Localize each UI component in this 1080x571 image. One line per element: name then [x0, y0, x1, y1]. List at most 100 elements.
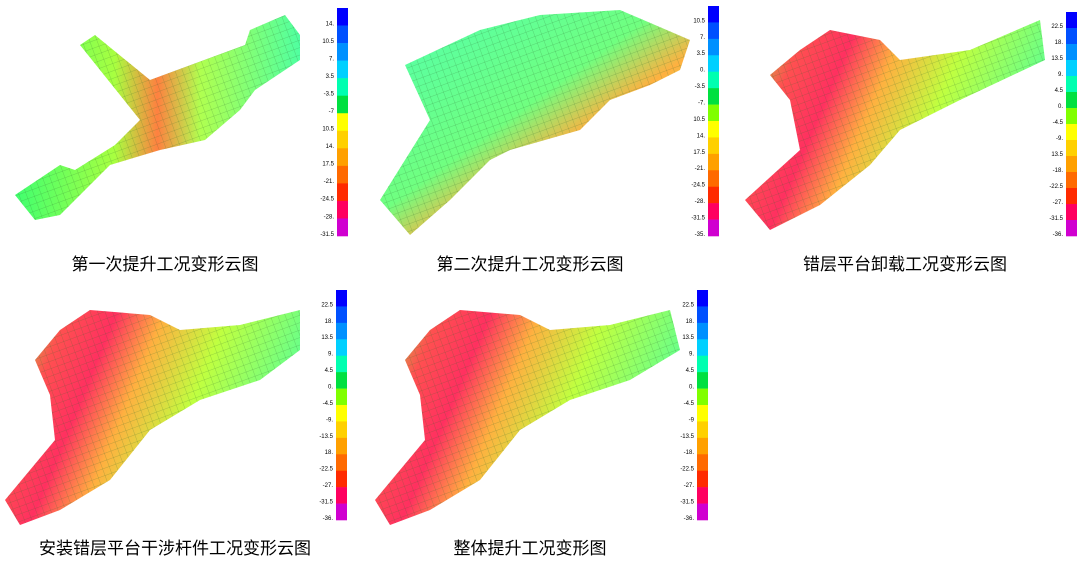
legend-label: 7.	[329, 56, 334, 62]
legend-swatch	[708, 88, 719, 105]
legend-swatch	[708, 203, 719, 220]
caption: 第一次提升工况变形云图	[72, 255, 259, 275]
legend-swatch	[336, 487, 347, 504]
deformation-panel	[745, 20, 1045, 230]
caption: 整体提升工况变形图	[454, 539, 607, 559]
legend-label: -9.	[326, 417, 333, 423]
legend-swatch	[1066, 220, 1077, 237]
legend-swatch	[1066, 28, 1077, 45]
legend-label: -24.5	[691, 183, 705, 189]
legend-swatch	[337, 148, 348, 167]
legend-swatch	[708, 55, 719, 73]
model-mesh	[15, 15, 300, 220]
legend-swatch	[337, 25, 348, 44]
legend-label: -27.	[323, 483, 334, 489]
legend-swatch	[336, 372, 347, 389]
legend-swatch	[697, 503, 708, 521]
deformation-panel	[380, 10, 690, 235]
legend-label: 17.5	[693, 150, 705, 156]
caption: 错层平台卸载工况变形云图	[803, 255, 1007, 275]
legend-label: 3.5	[326, 74, 335, 80]
legend-swatch	[336, 437, 347, 455]
legend-label: -3.5	[695, 84, 706, 90]
legend-swatch	[337, 200, 348, 219]
legend-swatch	[708, 170, 719, 188]
legend-label: 4.5	[325, 368, 334, 374]
legend-label: -24.5	[320, 197, 334, 203]
legend-label: -21.	[324, 179, 335, 185]
legend-swatch	[1066, 12, 1077, 29]
legend-label: 10.5	[322, 39, 334, 45]
legend-label: 14.	[326, 144, 335, 150]
legend-label: -9.	[1056, 136, 1063, 142]
legend-swatch	[708, 104, 719, 122]
legend-swatch	[708, 153, 719, 171]
model-mesh	[5, 310, 300, 525]
legend-swatch	[336, 470, 347, 488]
legend-label: 18.	[686, 319, 695, 325]
legend-swatch	[336, 339, 347, 357]
legend-swatch	[1066, 172, 1077, 189]
legend-label: -36.	[684, 516, 695, 522]
legend-swatch	[708, 38, 719, 56]
legend-label: -4.5	[323, 401, 334, 407]
legend-swatch	[697, 421, 708, 439]
legend-label: 18.	[325, 319, 334, 325]
legend-label: 9.	[328, 352, 333, 358]
legend-label: 14.	[326, 21, 335, 27]
legend-label: 0.	[700, 68, 705, 74]
legend-label: -18.	[1053, 168, 1064, 174]
legend-label: 13.5	[1051, 152, 1063, 158]
model-mesh	[380, 10, 690, 235]
legend-swatch	[1066, 60, 1077, 77]
legend-swatch	[336, 290, 347, 307]
legend-label: -36.	[1053, 232, 1064, 238]
legend-label: 4.5	[686, 368, 695, 374]
legend-label: 0.	[328, 385, 333, 391]
legend-label: -9	[689, 417, 695, 423]
legend-swatch	[708, 137, 719, 155]
legend-label: 0.	[689, 385, 694, 391]
legend-swatch	[336, 405, 347, 422]
legend-label: -22.5	[1049, 184, 1063, 190]
legend-label: -31.5	[320, 232, 334, 238]
legend-swatch	[697, 339, 708, 357]
legend-swatch	[697, 437, 708, 455]
legend-swatch	[336, 306, 347, 324]
legend-swatch	[337, 78, 348, 96]
legend-label: -27.	[684, 483, 695, 489]
legend-swatch	[336, 355, 347, 373]
legend-label: 13.5	[682, 335, 694, 341]
legend-label: -36.	[323, 516, 334, 522]
legend-swatch	[697, 306, 708, 324]
legend-label: -31.5	[691, 216, 705, 222]
legend-swatch	[1066, 140, 1077, 157]
legend-label: -22.5	[680, 467, 694, 473]
legend-label: -22.5	[319, 467, 333, 473]
legend-swatch	[1066, 92, 1077, 109]
legend-label: -31.5	[1049, 216, 1063, 222]
legend-swatch	[336, 388, 347, 406]
legend-label: 10.5	[693, 117, 705, 123]
legend-label: -13.5	[319, 434, 333, 440]
legend-label: 17.5	[322, 162, 334, 168]
legend-label: 10.5	[322, 127, 334, 133]
legend-swatch	[336, 421, 347, 439]
legend-swatch	[337, 8, 348, 26]
legend-swatch	[1066, 44, 1077, 61]
legend-swatch	[708, 6, 719, 23]
legend-label: 4.5	[1055, 88, 1064, 94]
legend-label: -35.	[695, 232, 706, 238]
model-mesh	[375, 310, 680, 525]
legend-swatch	[336, 454, 347, 472]
legend-label: -3.5	[324, 92, 335, 98]
legend-swatch	[697, 290, 708, 307]
legend-label: -31.5	[319, 500, 333, 506]
legend-label: -27.	[1053, 200, 1064, 206]
legend-swatch	[697, 355, 708, 373]
legend-label: 22.5	[1051, 24, 1063, 30]
legend-swatch	[337, 218, 348, 237]
legend-swatch	[708, 121, 719, 138]
legend-swatch	[336, 322, 347, 340]
deformation-panel	[375, 310, 680, 525]
